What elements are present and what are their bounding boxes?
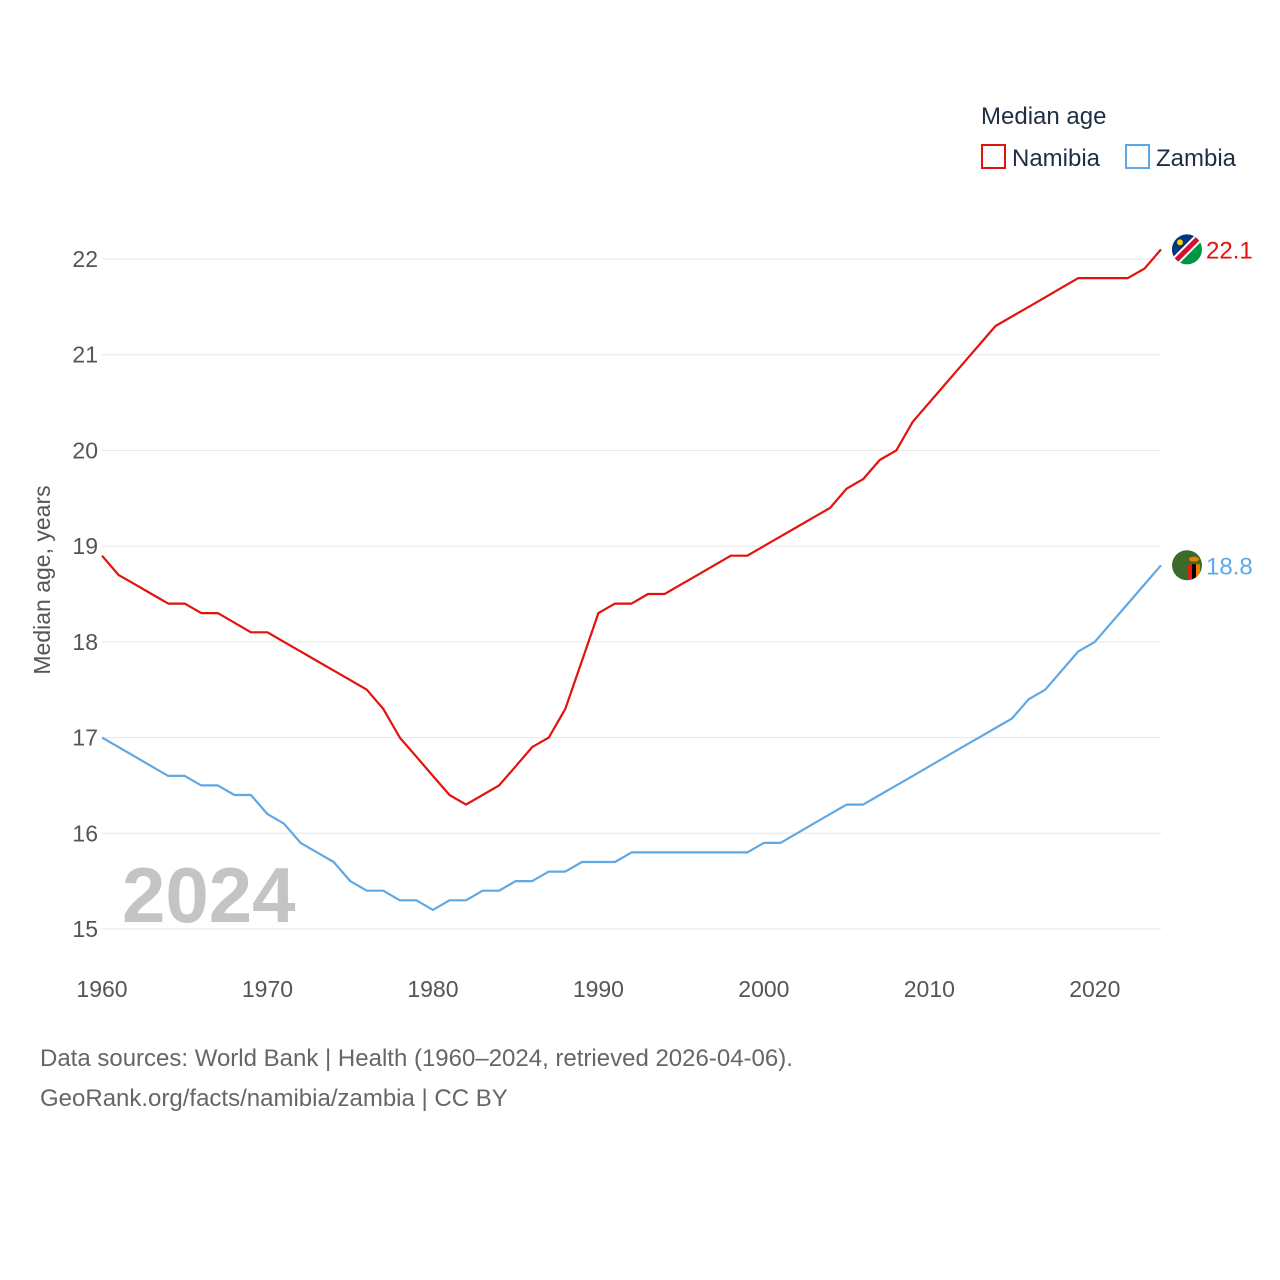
namibia-flag-icon (1172, 234, 1202, 265)
footer-credit[interactable]: GeoRank.org/facts/namibia/zambia | CC BY (40, 1085, 508, 1112)
y-tick-label: 19 (72, 533, 98, 559)
end-label-zambia: 18.8 (1206, 553, 1253, 580)
x-tick-label: 2020 (1069, 976, 1120, 1002)
x-tick-label: 1990 (573, 976, 624, 1002)
y-tick-label: 20 (72, 437, 98, 463)
series-line-zambia[interactable] (101, 564, 1162, 912)
legend-swatch-zambia (1125, 144, 1150, 169)
y-tick-label: 21 (72, 342, 98, 368)
y-tick-label: 17 (72, 725, 98, 751)
y-tick-label: 16 (72, 820, 98, 846)
series-line-namibia[interactable] (101, 248, 1162, 806)
legend-item-namibia[interactable]: Namibia (981, 144, 1101, 172)
x-tick-label: 1980 (407, 976, 458, 1002)
legend-title: Median age (981, 103, 1106, 130)
x-axis-ticks: 1960 1970 1980 1990 2000 2010 2020 (76, 976, 1120, 1002)
x-tick-label: 2000 (738, 976, 789, 1002)
legend: Median age Namibia Zambia (981, 103, 1237, 172)
legend-swatch-namibia (981, 144, 1006, 169)
gridlines (102, 258, 1161, 930)
end-label-namibia: 22.1 (1206, 237, 1253, 264)
y-axis-title: Median age, years (29, 485, 55, 674)
y-tick-label: 15 (72, 916, 98, 942)
x-tick-label: 1970 (242, 976, 293, 1002)
x-tick-label: 2010 (904, 976, 955, 1002)
legend-label-namibia: Namibia (1012, 145, 1101, 172)
year-watermark: 2024 (122, 851, 296, 939)
x-tick-label: 1960 (76, 976, 127, 1002)
series-lines (101, 248, 1162, 912)
legend-item-zambia[interactable]: Zambia (1125, 144, 1237, 172)
y-axis-ticks: 15 16 17 18 19 20 21 22 (72, 246, 98, 942)
y-tick-label: 22 (72, 246, 98, 272)
footer-sources: Data sources: World Bank | Health (1960–… (40, 1045, 793, 1072)
legend-label-zambia: Zambia (1156, 145, 1237, 172)
y-tick-label: 18 (72, 629, 98, 655)
zambia-flag-icon (1172, 550, 1202, 581)
series-endpoints: 22.1 18.8 (1172, 234, 1253, 581)
